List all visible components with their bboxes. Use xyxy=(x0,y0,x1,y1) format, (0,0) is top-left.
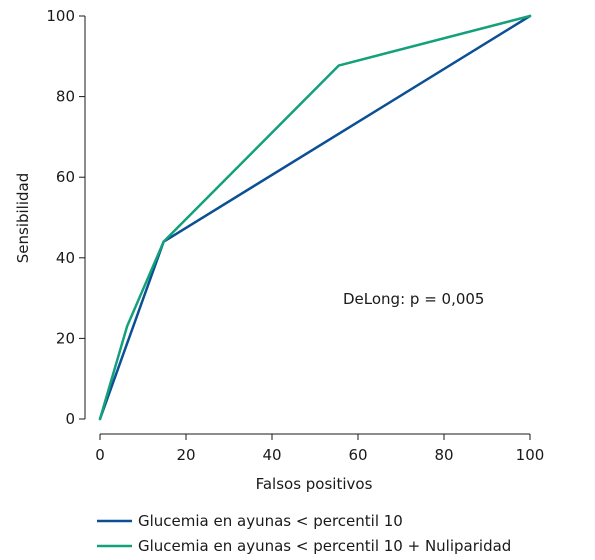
x-tick-label: 40 xyxy=(262,446,281,464)
y-tick-label: 60 xyxy=(56,168,75,186)
series-line-1 xyxy=(98,14,532,421)
x-tick-label: 0 xyxy=(95,446,105,464)
series-layer xyxy=(98,14,532,421)
axes: 0 20 40 60 80 100 0 20 40 60 80 100 xyxy=(46,7,544,464)
x-tick-label: 80 xyxy=(434,446,453,464)
x-tick-label: 60 xyxy=(348,446,367,464)
y-tick-label: 40 xyxy=(56,249,75,267)
x-tick-label: 100 xyxy=(516,446,545,464)
delong-annotation: DeLong: p = 0,005 xyxy=(343,290,484,308)
y-axis-title: Sensibilidad xyxy=(14,173,32,264)
legend: Glucemia en ayunas < percentil 10 Glucemi… xyxy=(97,512,511,555)
legend-label-2: Glucemia en ayunas < percentil 10 + Nuli… xyxy=(138,537,511,555)
x-axis-title: Falsos positivos xyxy=(256,475,373,493)
legend-label-1: Glucemia en ayunas < percentil 10 xyxy=(138,512,403,530)
y-tick-label: 100 xyxy=(46,7,75,25)
x-tick-label: 20 xyxy=(176,446,195,464)
y-tick-label: 20 xyxy=(56,329,75,347)
series-line-2 xyxy=(98,14,532,421)
y-tick-label: 80 xyxy=(56,88,75,106)
y-tick-label: 0 xyxy=(65,410,75,428)
